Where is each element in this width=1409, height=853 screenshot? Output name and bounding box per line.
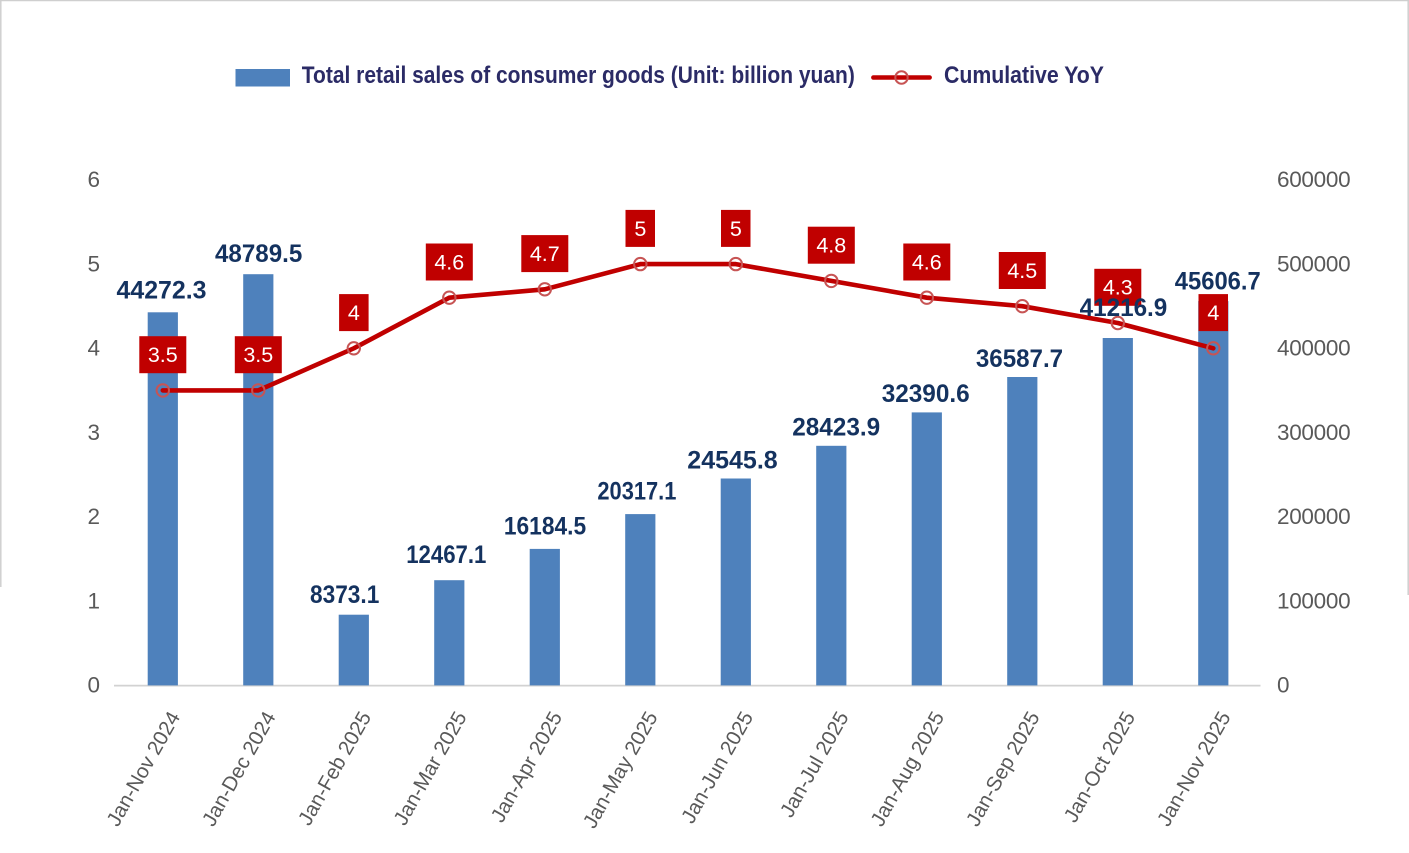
svg-text:4.8: 4.8 <box>816 234 846 258</box>
svg-text:300000: 300000 <box>1277 420 1350 445</box>
svg-text:0: 0 <box>1277 673 1289 698</box>
svg-text:36587.7: 36587.7 <box>976 345 1063 373</box>
svg-text:4.6: 4.6 <box>434 250 464 274</box>
svg-text:3.5: 3.5 <box>243 343 273 367</box>
svg-text:20317.1: 20317.1 <box>597 478 676 506</box>
svg-text:400000: 400000 <box>1277 336 1350 361</box>
svg-text:4.6: 4.6 <box>912 250 942 274</box>
svg-text:4.3: 4.3 <box>1103 276 1133 300</box>
svg-text:45606.7: 45606.7 <box>1175 268 1261 296</box>
svg-text:4: 4 <box>348 301 360 325</box>
svg-text:4.5: 4.5 <box>1007 259 1037 283</box>
svg-text:5: 5 <box>634 217 646 241</box>
svg-text:1: 1 <box>87 588 100 613</box>
svg-text:24545.8: 24545.8 <box>687 447 777 475</box>
svg-text:2: 2 <box>87 504 100 529</box>
svg-text:200000: 200000 <box>1277 504 1350 529</box>
svg-text:16184.5: 16184.5 <box>504 512 586 540</box>
svg-text:Total retail sales of consumer: Total retail sales of consumer goods (Un… <box>302 62 855 89</box>
svg-text:3.5: 3.5 <box>148 343 178 367</box>
svg-text:32390.6: 32390.6 <box>882 380 970 408</box>
svg-text:8373.1: 8373.1 <box>310 581 379 609</box>
svg-text:28423.9: 28423.9 <box>792 414 880 442</box>
svg-text:5: 5 <box>730 217 742 241</box>
svg-text:48789.5: 48789.5 <box>215 240 302 268</box>
svg-text:600000: 600000 <box>1277 167 1350 192</box>
svg-text:5: 5 <box>87 251 100 276</box>
svg-text:41216.9: 41216.9 <box>1080 294 1168 322</box>
svg-text:0: 0 <box>87 673 100 698</box>
svg-text:6: 6 <box>87 167 100 192</box>
svg-text:500000: 500000 <box>1277 251 1350 276</box>
svg-text:4.7: 4.7 <box>530 242 560 266</box>
svg-text:100000: 100000 <box>1277 588 1350 613</box>
svg-text:4: 4 <box>87 336 100 361</box>
svg-text:Cumulative YoY: Cumulative YoY <box>944 62 1104 89</box>
svg-text:12467.1: 12467.1 <box>406 541 486 569</box>
svg-text:3: 3 <box>87 420 100 445</box>
svg-text:4: 4 <box>1207 301 1219 325</box>
svg-text:44272.3: 44272.3 <box>117 276 207 304</box>
